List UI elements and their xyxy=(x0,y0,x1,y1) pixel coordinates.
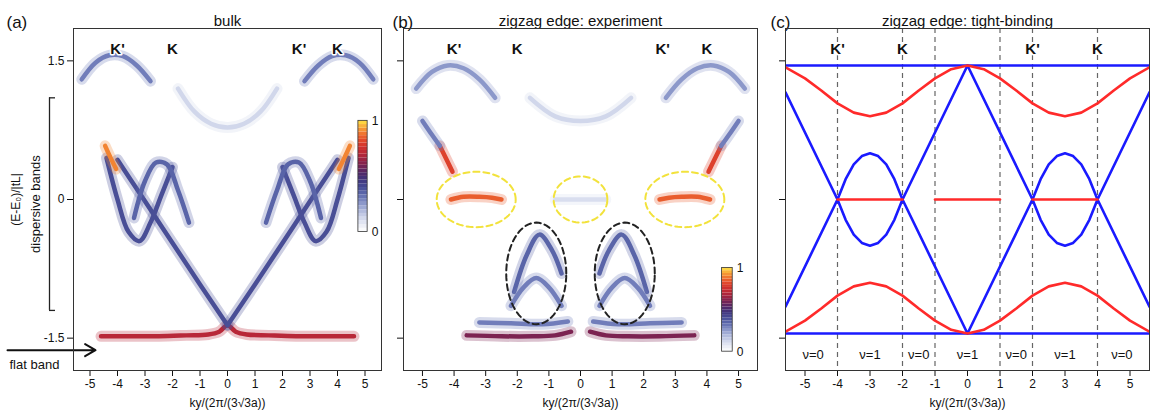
svg-text:K': K' xyxy=(830,40,844,57)
svg-text:-2: -2 xyxy=(512,377,523,391)
svg-text:ν=1: ν=1 xyxy=(1054,347,1075,362)
svg-text:4: 4 xyxy=(1094,377,1101,391)
svg-text:0: 0 xyxy=(577,377,584,391)
svg-text:ky/(2π/(3√3a)): ky/(2π/(3√3a)) xyxy=(542,396,618,410)
svg-text:-4: -4 xyxy=(832,377,843,391)
svg-text:ν=0: ν=0 xyxy=(908,347,929,362)
svg-text:K': K' xyxy=(110,40,124,57)
svg-text:-2: -2 xyxy=(897,377,908,391)
svg-text:-3: -3 xyxy=(480,377,491,391)
svg-text:4: 4 xyxy=(704,377,711,391)
svg-text:5: 5 xyxy=(1127,377,1134,391)
svg-text:3: 3 xyxy=(307,377,314,391)
svg-text:K': K' xyxy=(1025,40,1039,57)
svg-text:(E-E₀)/|tL|: (E-E₀)/|tL| xyxy=(9,173,23,226)
svg-text:-1: -1 xyxy=(930,377,941,391)
svg-text:ν=1: ν=1 xyxy=(859,347,880,362)
svg-text:0: 0 xyxy=(737,345,744,359)
svg-text:K': K' xyxy=(292,40,306,57)
svg-text:K: K xyxy=(702,40,713,57)
svg-text:zigzag edge: tight-binding: zigzag edge: tight-binding xyxy=(882,12,1053,29)
svg-text:-1.5: -1.5 xyxy=(44,331,65,345)
svg-text:bulk: bulk xyxy=(214,12,242,29)
svg-text:(c): (c) xyxy=(770,12,791,32)
svg-text:2: 2 xyxy=(1029,377,1036,391)
svg-text:5: 5 xyxy=(362,377,369,391)
svg-text:1: 1 xyxy=(609,377,616,391)
svg-text:-2: -2 xyxy=(167,377,178,391)
svg-text:5: 5 xyxy=(735,377,742,391)
svg-text:1: 1 xyxy=(997,377,1004,391)
svg-text:1: 1 xyxy=(737,261,744,275)
svg-text:(b): (b) xyxy=(392,12,414,32)
svg-text:K': K' xyxy=(655,40,669,57)
svg-text:ν=0: ν=0 xyxy=(802,347,823,362)
svg-text:zigzag edge: experiment: zigzag edge: experiment xyxy=(499,12,663,29)
svg-text:K: K xyxy=(897,40,908,57)
svg-text:ky/(2π/(3√3a)): ky/(2π/(3√3a)) xyxy=(929,396,1005,410)
svg-text:-3: -3 xyxy=(140,377,151,391)
svg-text:-4: -4 xyxy=(449,377,460,391)
svg-text:3: 3 xyxy=(672,377,679,391)
svg-text:-3: -3 xyxy=(865,377,876,391)
svg-text:flat band: flat band xyxy=(10,357,60,372)
svg-text:K: K xyxy=(512,40,523,57)
svg-text:0: 0 xyxy=(372,225,379,239)
svg-text:ν=0: ν=0 xyxy=(1006,347,1027,362)
svg-text:K: K xyxy=(167,40,178,57)
svg-text:-1: -1 xyxy=(195,377,206,391)
svg-text:ν=0: ν=0 xyxy=(1111,347,1132,362)
svg-text:dispersive bands: dispersive bands xyxy=(28,155,43,253)
svg-text:2: 2 xyxy=(279,377,286,391)
svg-text:-4: -4 xyxy=(112,377,123,391)
svg-text:0: 0 xyxy=(224,377,231,391)
svg-text:1: 1 xyxy=(252,377,259,391)
svg-text:1: 1 xyxy=(372,114,379,128)
svg-text:2: 2 xyxy=(640,377,647,391)
svg-text:-1: -1 xyxy=(544,377,555,391)
svg-text:-5: -5 xyxy=(417,377,428,391)
svg-text:-5: -5 xyxy=(800,377,811,391)
svg-text:4: 4 xyxy=(334,377,341,391)
svg-text:(a): (a) xyxy=(7,13,28,32)
svg-text:K: K xyxy=(332,40,343,57)
svg-text:K': K' xyxy=(447,40,461,57)
svg-text:0: 0 xyxy=(964,377,971,391)
svg-text:ky/(2π/(3√3a)): ky/(2π/(3√3a)) xyxy=(189,396,265,410)
svg-text:3: 3 xyxy=(1062,377,1069,391)
svg-text:ν=1: ν=1 xyxy=(957,347,978,362)
svg-text:K: K xyxy=(1092,40,1103,57)
svg-text:-5: -5 xyxy=(85,377,96,391)
svg-text:0: 0 xyxy=(58,192,65,206)
svg-text:1.5: 1.5 xyxy=(48,54,65,68)
